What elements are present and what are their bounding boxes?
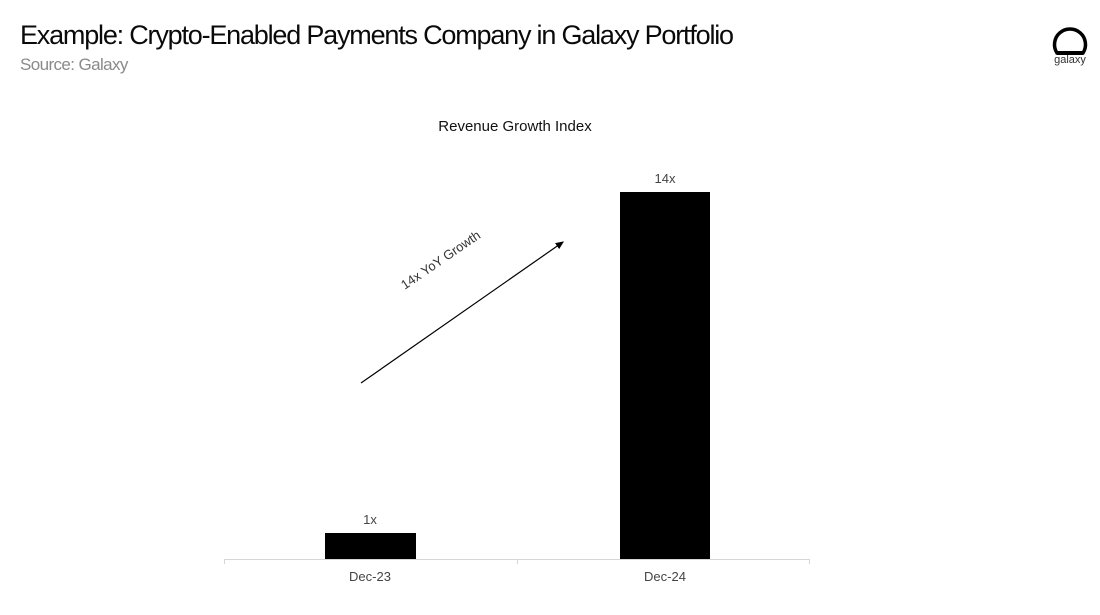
x-tick-label-dec-24: Dec-24 xyxy=(644,569,686,584)
galaxy-logo-icon xyxy=(1052,27,1088,55)
bar-label-dec-23: 1x xyxy=(363,512,377,527)
bar-dec-23 xyxy=(325,533,416,559)
galaxy-logo-text: galaxy xyxy=(1054,54,1086,66)
x-tick-label-dec-23: Dec-23 xyxy=(349,569,391,584)
bar-label-dec-24: 14x xyxy=(654,171,676,186)
x-axis-tick xyxy=(224,559,225,564)
page-title: Example: Crypto-Enabled Payments Company… xyxy=(20,20,734,50)
x-axis-tick xyxy=(517,559,518,564)
chart-title: Revenue Growth Index xyxy=(438,118,592,135)
bar-dec-24 xyxy=(620,192,710,559)
x-axis-tick xyxy=(809,559,810,564)
source-label: Source: Galaxy xyxy=(20,55,128,74)
growth-annotation: 14x YoY Growth xyxy=(398,227,484,293)
